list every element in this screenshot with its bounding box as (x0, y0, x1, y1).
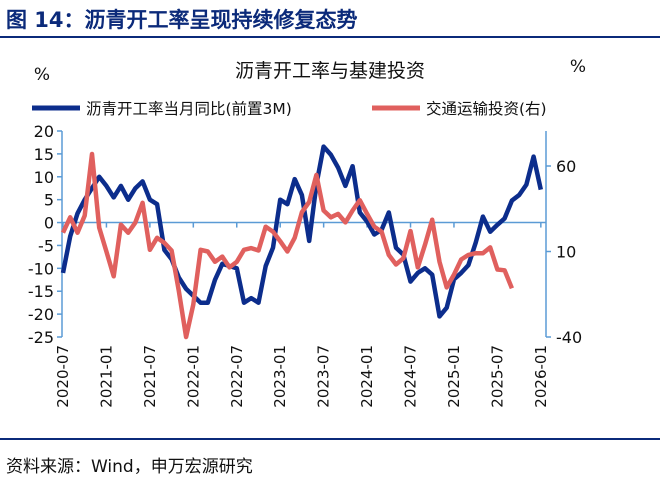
x-tick-label: 2022-01 (184, 345, 202, 408)
legend-label-asphalt: 沥青开工率当月同比(前置3M) (86, 100, 292, 118)
x-tick-label: 2022-07 (228, 345, 246, 408)
left-tick-label: -15 (28, 282, 54, 301)
right-tick-label: 60 (556, 157, 576, 176)
x-tick-label: 2023-07 (315, 345, 333, 408)
legend: 沥青开工率当月同比(前置3M) 交通运输投资(右) (32, 100, 547, 118)
x-tick-label: 2021-07 (141, 345, 159, 408)
left-tick-label: 20 (34, 122, 54, 141)
title-divider (0, 36, 660, 38)
x-tick-label: 2025-01 (445, 345, 463, 408)
x-tick-label: 2024-01 (358, 345, 376, 408)
chart: 沥青开工率与基建投资 % % 沥青开工率当月同比(前置3M) 交通运输投资(右)… (28, 57, 586, 408)
left-tick-label: 15 (34, 145, 54, 164)
right-tick-label: 10 (556, 243, 576, 262)
series-line-transport (60, 151, 514, 340)
series-line-asphalt (60, 144, 543, 319)
right-tick-label: -40 (556, 328, 582, 347)
chart-title: 沥青开工率与基建投资 (235, 60, 425, 82)
x-tick-label: 2023-01 (271, 345, 289, 408)
left-tick-label: -5 (38, 236, 54, 255)
left-tick-label: -20 (28, 305, 54, 324)
x-tick-label: 2026-01 (532, 345, 550, 408)
left-tick-label: 10 (34, 168, 54, 187)
x-tick-label: 2025-07 (488, 345, 506, 408)
left-tick-label: -10 (28, 259, 54, 278)
figure-title: 图 14：沥青开工率呈现持续修复态势 (6, 8, 358, 32)
left-tick-label: 0 (44, 214, 54, 233)
source-divider (0, 438, 660, 440)
x-tick-label: 2020-07 (54, 345, 72, 408)
left-tick-label: -25 (28, 328, 54, 347)
legend-label-transport: 交通运输投资(右) (426, 100, 547, 118)
left-tick-label: 5 (44, 191, 54, 210)
source-note: 资料来源：Wind，申万宏源研究 (6, 457, 253, 477)
right-axis-unit: % (570, 57, 586, 77)
x-tick-label: 2021-01 (97, 345, 115, 408)
left-axis-unit: % (34, 65, 50, 85)
x-tick-label: 2024-07 (402, 345, 420, 408)
